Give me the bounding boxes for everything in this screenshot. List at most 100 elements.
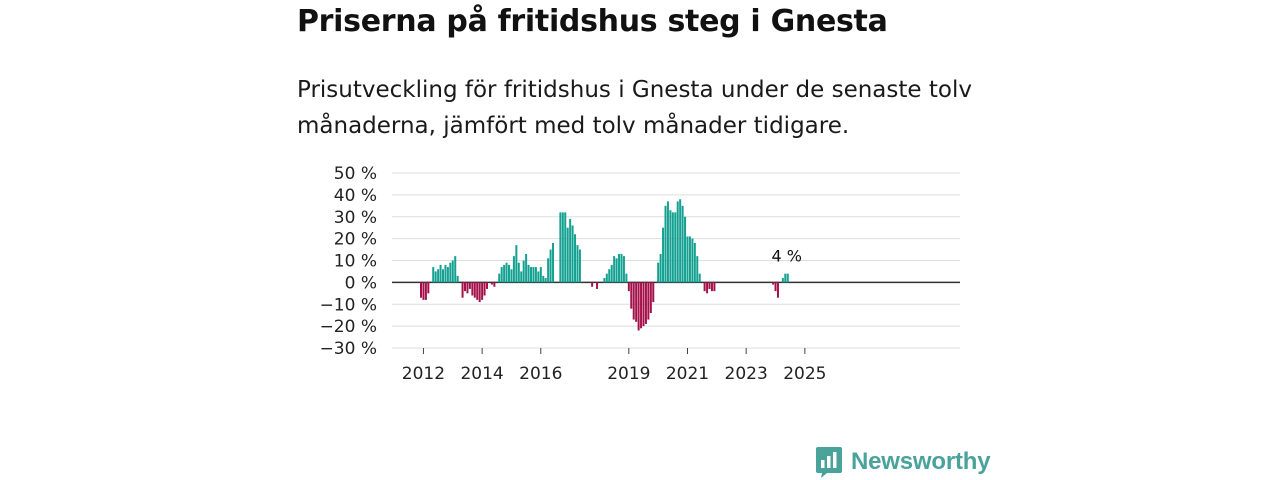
bar [610,264,613,283]
bar [644,282,647,324]
bar [490,282,493,285]
bar [561,212,564,283]
bar [432,267,435,283]
y-tick-label: −30 % [320,339,377,359]
bar [576,245,579,283]
bar [622,256,625,283]
bar [483,282,486,296]
bar [539,267,542,283]
x-tick-label: 2012 [402,364,445,384]
bar [517,262,520,283]
bar [632,282,635,320]
x-tick-label: 2016 [519,364,562,384]
bar [466,282,469,294]
bar [688,236,691,283]
bar [630,282,633,309]
y-tick-label: 10 % [334,252,377,272]
bar [578,249,581,283]
bar [559,212,562,283]
bar [625,273,628,283]
y-tick-label: −20 % [320,317,377,337]
bar [710,282,713,292]
bar [449,262,452,283]
bar [549,249,552,283]
bar [627,282,630,292]
y-tick-label: 20 % [334,230,377,250]
x-tick-label: 2019 [607,364,650,384]
bar [451,260,454,283]
bar [486,282,489,289]
newsworthy-logo: Newsworthy [815,446,991,478]
bar [454,256,457,283]
bar [544,278,547,283]
bars [420,199,789,331]
bar [784,273,787,283]
x-axis-ticks: 2012 2014 2016 2019 2021 2023 2025 [402,348,826,384]
bar [640,282,643,329]
bar [591,282,594,287]
bar [696,256,699,283]
bar [774,282,777,292]
bar [503,264,506,283]
annotations: 4 % [772,247,802,266]
bar [498,273,501,283]
bar [635,282,638,322]
bar [786,273,789,283]
bar [547,258,550,283]
bar [647,282,650,320]
bar [596,282,599,289]
y-tick-label: −10 % [320,295,377,315]
bar [608,269,611,283]
bar [698,273,701,283]
bar [571,225,574,283]
bar [542,275,545,283]
bar [520,271,523,283]
bar [566,227,569,283]
bar [618,253,621,283]
brand-name: Newsworthy [851,448,991,475]
bar [439,264,442,283]
bar [574,234,577,283]
y-tick-label: 30 % [334,208,377,228]
bar [434,271,437,283]
bar [512,256,515,283]
bar [527,264,530,283]
bar [603,278,606,283]
bar [703,282,706,292]
bar [476,282,479,300]
bar [525,253,528,283]
y-tick-label: 0 % [345,273,377,293]
bar [637,282,640,331]
bar [493,282,496,287]
bar [437,269,440,283]
bar [681,205,684,283]
x-tick-label: 2014 [460,364,503,384]
bar [620,253,623,283]
chart-title: Priserna på fritidshus steg i Gnesta [297,4,888,39]
bar [530,267,533,283]
bar [478,282,481,303]
bar [713,282,716,292]
y-axis-ticks: 50 %40 %30 %20 %10 %0 %−10 %−20 %−30 % [320,164,377,359]
bar [456,275,459,283]
bar [674,212,677,283]
x-tick-label: 2021 [666,364,709,384]
bar [615,258,618,283]
bar [442,269,444,283]
bar [659,253,662,283]
bar [505,262,508,283]
bar [427,282,430,294]
bar [669,210,672,283]
bar [605,273,608,283]
bar [537,271,540,283]
bar [473,282,476,298]
bar [671,212,674,283]
last-value-label: 4 % [772,247,802,266]
bar [481,282,484,300]
bar [515,245,518,283]
bar [532,267,535,283]
bar [708,282,711,289]
bar [471,282,474,296]
bar [666,201,669,283]
